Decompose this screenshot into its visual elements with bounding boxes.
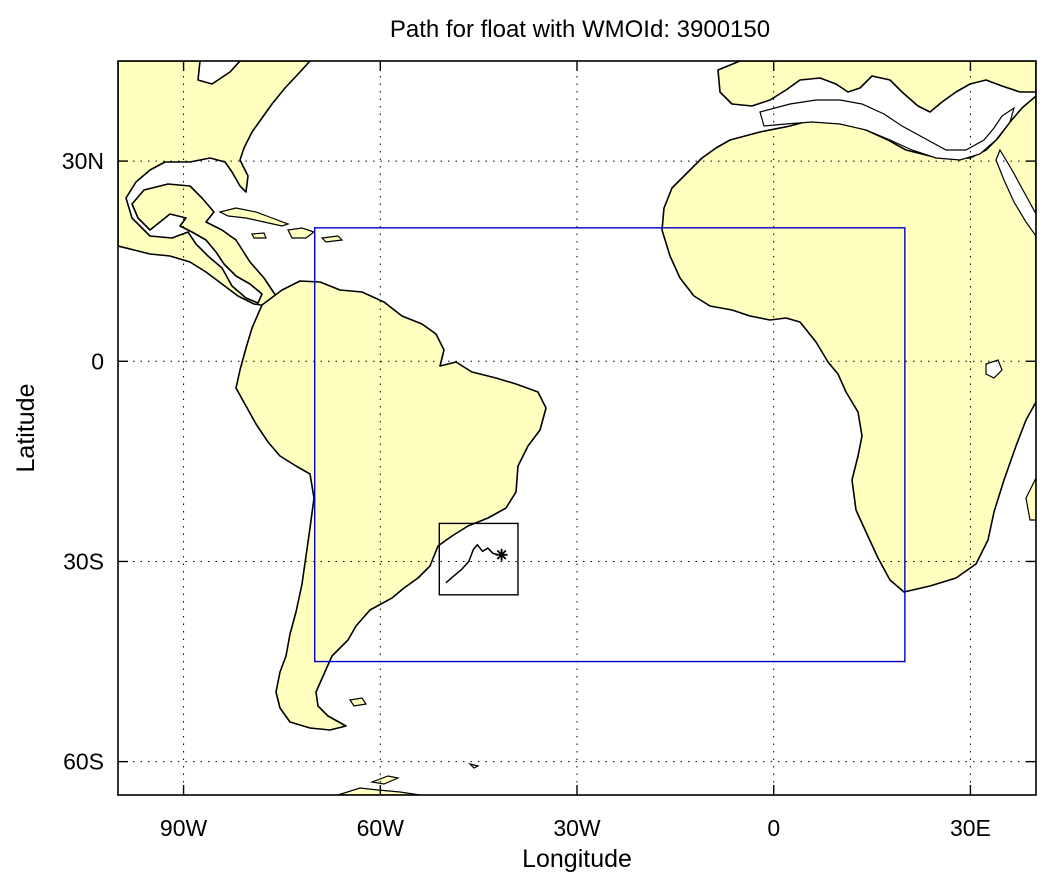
africa-europe-landmass — [661, 61, 1036, 593]
region-box — [314, 227, 906, 663]
falkland-islands — [348, 697, 368, 707]
land-layer — [118, 61, 1036, 795]
europe-landmass — [717, 61, 1036, 113]
x-tick-label: 60W — [357, 815, 405, 841]
hispaniola-island — [287, 227, 316, 239]
cuba-island — [218, 207, 290, 227]
mediterranean-sea — [759, 99, 1016, 161]
x-tick-label: 30E — [950, 815, 991, 841]
x-tick-label: 30W — [553, 815, 601, 841]
south-georgia-island — [468, 762, 480, 769]
marker-stroke — [496, 549, 507, 560]
y-tick-label: 30S — [63, 548, 104, 574]
x-axis-ticks: 90W 60W 30W 0 30E — [160, 61, 991, 841]
south-america-landmass — [235, 280, 547, 731]
y-tick-label: 60S — [63, 749, 104, 775]
float-zoom-box — [438, 522, 519, 596]
y-tick-label: 30N — [62, 148, 104, 174]
map-title: Path for float with WMOId: 3900150 — [390, 16, 770, 43]
float-track-line — [445, 543, 499, 584]
x-axis-title: Longitude — [522, 845, 632, 873]
antarctic-peninsula — [337, 787, 421, 795]
puerto-rico-island — [320, 235, 344, 243]
graticule-grid — [118, 61, 1036, 795]
float-last-position-marker — [495, 548, 508, 561]
y-axis-ticks: 30N 0 30S 60S — [62, 148, 1036, 775]
antarctic-islands — [369, 775, 401, 785]
north-america-landmass — [118, 61, 311, 307]
y-tick-label: 0 — [91, 348, 104, 374]
red-sea — [995, 148, 1036, 238]
y-axis-title: Latitude — [12, 384, 40, 473]
lake-victoria — [985, 359, 1003, 379]
jamaica-island — [251, 232, 267, 239]
x-tick-label: 0 — [767, 815, 780, 841]
x-tick-label: 90W — [160, 815, 208, 841]
madagascar-island — [1025, 477, 1036, 521]
